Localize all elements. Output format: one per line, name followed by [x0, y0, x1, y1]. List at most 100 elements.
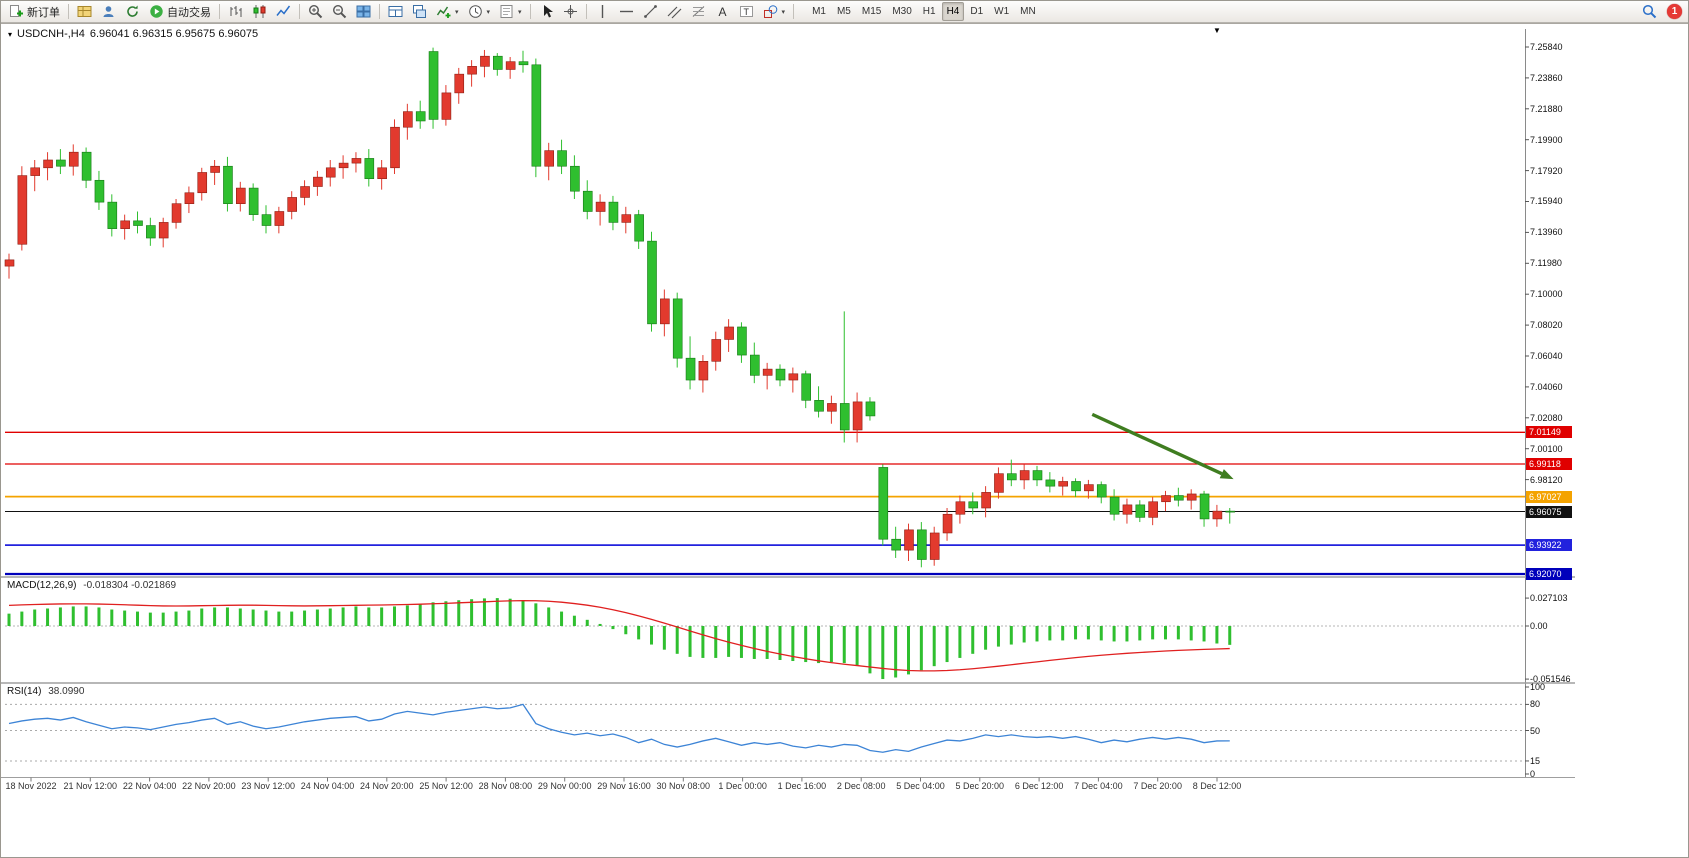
candle-body — [685, 357, 696, 381]
arrange-icon — [388, 4, 403, 19]
candlestick-chart-button[interactable] — [248, 1, 271, 22]
cursor-button[interactable] — [535, 1, 558, 22]
tile-windows-button[interactable] — [352, 1, 375, 22]
fibonacci-button[interactable] — [687, 1, 710, 22]
shapes-button[interactable]: ▾ — [759, 1, 790, 22]
candle-body — [158, 222, 169, 239]
trendline-button[interactable] — [639, 1, 662, 22]
chart-area: 7.25840 7.23860 7.21880 7.19900 7.17920 7.159… — [1, 23, 1689, 858]
scroll-to-end-marker[interactable]: ▼ — [1213, 26, 1221, 35]
candle-body — [313, 176, 323, 187]
candle-body — [865, 401, 876, 417]
periods-button[interactable]: ▾ — [464, 1, 495, 22]
notification-badge[interactable]: 1 — [1667, 4, 1682, 19]
candle-body — [351, 158, 362, 164]
candle-body — [428, 51, 439, 120]
candle-body — [403, 111, 413, 128]
candle-body — [300, 186, 310, 198]
candle-body — [1186, 493, 1197, 501]
candlestick-series — [4, 47, 1236, 568]
zoom-in-button[interactable] — [304, 1, 327, 22]
chevron-down-icon[interactable]: ▾ — [781, 8, 786, 16]
trend-arrow[interactable] — [1091, 412, 1223, 476]
candle-body — [929, 532, 940, 560]
candle-body — [994, 473, 1004, 493]
autotrade-button[interactable]: 自动交易 — [145, 1, 215, 22]
trend-arrow-head — [1219, 469, 1234, 480]
text-button[interactable]: A — [711, 1, 734, 22]
candle-body — [1084, 484, 1094, 492]
candle-body — [942, 513, 953, 534]
candle-body — [672, 298, 683, 359]
chevron-down-icon[interactable]: ▾ — [455, 8, 459, 16]
timeframe-button-m5[interactable]: M5 — [836, 6, 851, 17]
toolbar-separator — [379, 4, 380, 19]
candle-body — [287, 197, 298, 212]
toolbar: 新订单 自动交易 ▾ ▾ ▾ A T ▾ M1 M5 M15 M30 H1 H4 D1 W1 MN 1 — [1, 1, 1688, 23]
chevron-down-icon[interactable]: ▾ — [518, 8, 522, 16]
candle-body — [775, 368, 786, 381]
text-label-button[interactable]: T — [735, 1, 758, 22]
auto-arrange-button[interactable] — [384, 1, 407, 22]
crosshair-button[interactable] — [559, 1, 582, 22]
candle-body — [531, 64, 542, 167]
candle-body — [814, 400, 824, 412]
macd-values: -0.018304 -0.021869 — [83, 580, 177, 591]
candle-body — [878, 467, 889, 540]
horizontal-line-icon — [619, 4, 634, 19]
candle-body — [1045, 479, 1056, 487]
profiles-button[interactable] — [73, 1, 96, 22]
refresh-button[interactable] — [121, 1, 144, 22]
macd-label: MACD(12,26,9) -0.018304 -0.021869 — [7, 580, 176, 591]
fibonacci-icon — [691, 4, 706, 19]
macd-name: MACD(12,26,9) — [7, 580, 77, 591]
candle-body — [762, 368, 773, 376]
collapse-caret-icon[interactable]: ▾ — [8, 29, 13, 39]
candle-body — [171, 203, 182, 223]
macd-histogram — [7, 598, 1232, 680]
candle-body — [955, 501, 966, 515]
candle-body — [261, 214, 272, 226]
line-chart-button[interactable] — [272, 1, 295, 22]
new-order-button[interactable]: 新订单 — [5, 1, 64, 22]
search-button[interactable] — [1638, 1, 1661, 22]
vertical-line-icon — [595, 4, 610, 19]
horizontal-line-button[interactable] — [615, 1, 638, 22]
templates-button[interactable]: ▾ — [495, 1, 526, 22]
candle-body — [146, 225, 156, 239]
timeframe-button-h1[interactable]: H1 — [922, 6, 936, 17]
candle-body — [94, 179, 105, 203]
text-icon: A — [715, 4, 730, 19]
timeframe-button-h4[interactable]: H4 — [941, 2, 965, 21]
cascade-icon — [412, 4, 427, 19]
bar-chart-button[interactable] — [224, 1, 247, 22]
toolbar-separator — [793, 4, 795, 19]
candle-body — [1032, 470, 1043, 481]
timeframe-button-m15[interactable]: M15 — [861, 6, 882, 17]
bar-chart-icon — [228, 4, 243, 19]
accounts-button[interactable] — [97, 1, 120, 22]
indicators-button[interactable]: ▾ — [432, 1, 463, 22]
candle-body — [1199, 493, 1210, 520]
chart-canvas[interactable] — [1, 23, 1689, 858]
timeframe-button-w1[interactable]: W1 — [994, 6, 1010, 17]
shapes-icon — [763, 4, 778, 19]
timeframe-button-mn[interactable]: MN — [1020, 6, 1036, 17]
candle-body — [557, 150, 567, 167]
timeframe-button-m1[interactable]: M1 — [812, 6, 826, 17]
timeframe-button-m30[interactable]: M30 — [892, 6, 912, 17]
autotrade-icon — [149, 4, 164, 19]
timeframe-button-d1[interactable]: D1 — [970, 6, 984, 17]
new-order-icon — [9, 4, 24, 19]
zoom-out-button[interactable] — [328, 1, 351, 22]
vertical-line-button[interactable] — [591, 1, 614, 22]
candle-body — [788, 373, 799, 381]
candle-body — [839, 403, 850, 431]
cascade-button[interactable] — [408, 1, 431, 22]
channel-button[interactable] — [663, 1, 686, 22]
candle-body — [1109, 496, 1120, 515]
chevron-down-icon[interactable]: ▾ — [486, 8, 491, 16]
candle-body — [68, 151, 79, 167]
line-chart-icon — [276, 4, 291, 19]
zoom-in-icon — [308, 4, 323, 19]
